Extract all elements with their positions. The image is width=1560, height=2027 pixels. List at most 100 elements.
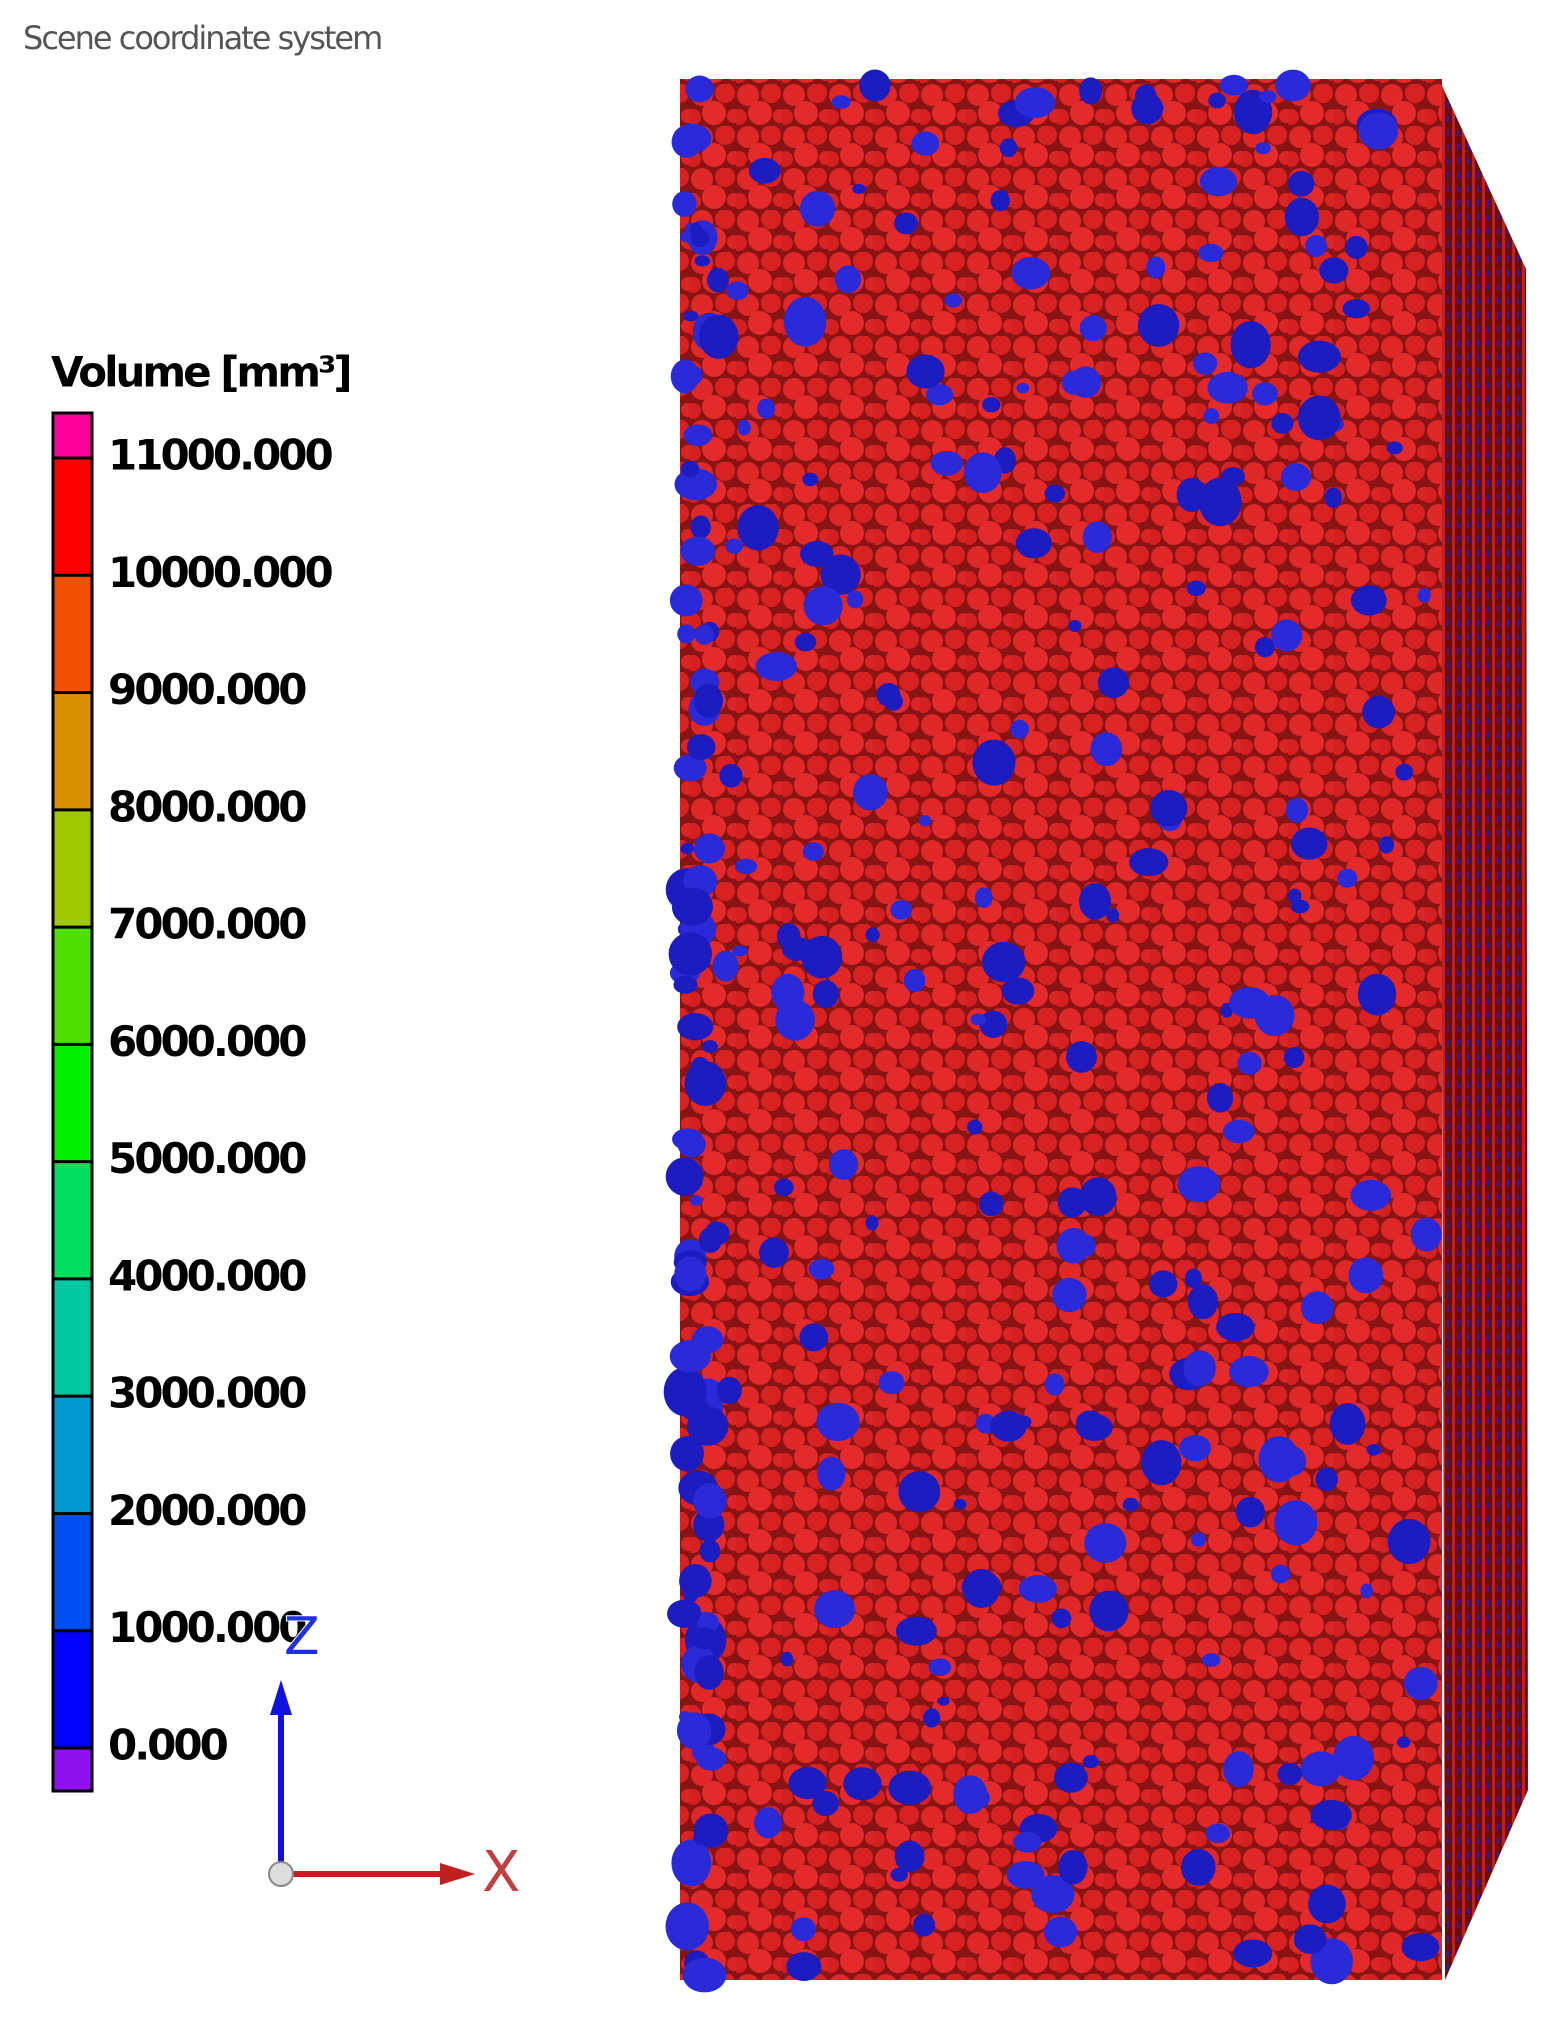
pore <box>808 1258 835 1280</box>
pore <box>999 138 1018 158</box>
pore <box>726 281 749 301</box>
pore <box>1350 1179 1392 1211</box>
window-title: Scene coordinate system <box>23 19 381 57</box>
tick-label: 1000.000 <box>108 1603 306 1652</box>
pore <box>716 1376 742 1405</box>
pore <box>1051 1608 1072 1629</box>
pore <box>788 1766 827 1800</box>
pore <box>1235 1496 1265 1528</box>
pore <box>677 624 696 644</box>
pore <box>1006 1861 1045 1889</box>
pore <box>890 900 913 920</box>
pore <box>1181 1848 1216 1886</box>
pore <box>672 191 697 217</box>
pore <box>1053 1762 1088 1793</box>
pore <box>800 540 834 567</box>
pore <box>1284 197 1320 237</box>
pore <box>701 1040 718 1053</box>
pore <box>1293 1924 1327 1954</box>
pore <box>982 397 1001 413</box>
pore <box>704 1221 730 1246</box>
pore <box>670 359 700 394</box>
legend-title: Volume [mm³] <box>51 348 350 397</box>
pore <box>1401 1932 1440 1962</box>
pore <box>1206 1082 1234 1113</box>
pore <box>1137 303 1180 347</box>
pore <box>890 1867 908 1882</box>
pore <box>1097 667 1130 699</box>
pore <box>672 1128 704 1151</box>
pore <box>753 1807 782 1839</box>
pore <box>665 1157 704 1196</box>
axis-triad: Z X <box>268 1606 520 1905</box>
pore <box>1044 484 1065 503</box>
pore <box>671 1839 712 1887</box>
pore <box>1254 636 1275 658</box>
pore-blobs <box>663 69 1442 1993</box>
pore <box>678 944 708 970</box>
pore <box>1387 1518 1431 1565</box>
pore <box>1271 413 1294 434</box>
pore <box>843 1767 882 1801</box>
pore <box>812 979 839 1009</box>
pore <box>803 586 843 626</box>
pore <box>1192 352 1218 375</box>
pore <box>1288 170 1315 197</box>
pore <box>1283 1046 1305 1069</box>
pore <box>1396 1736 1411 1748</box>
tick-label: 5000.000 <box>108 1134 306 1183</box>
color-segment <box>53 458 92 576</box>
tick-label: 6000.000 <box>108 1017 306 1066</box>
pore <box>820 554 861 595</box>
color-segment <box>53 809 92 928</box>
pore <box>1233 1939 1273 1968</box>
pore <box>693 1483 727 1519</box>
pore <box>1146 256 1166 279</box>
pore <box>1010 719 1029 739</box>
pore <box>696 1747 727 1771</box>
pore <box>685 75 714 103</box>
tick-label: 9000.000 <box>108 665 306 714</box>
pore <box>1013 1831 1042 1853</box>
pore <box>1300 1291 1334 1325</box>
pore <box>1079 77 1103 105</box>
pore <box>978 1191 1004 1217</box>
pore <box>794 632 817 652</box>
pore <box>1183 1350 1216 1387</box>
pore <box>690 229 710 247</box>
pore <box>878 1371 905 1395</box>
pore <box>1259 90 1277 103</box>
pore <box>1018 1575 1058 1603</box>
pore <box>678 1711 692 1723</box>
pore <box>1079 315 1107 342</box>
pore <box>799 190 836 227</box>
pore <box>831 95 851 109</box>
pore <box>719 763 743 788</box>
pore <box>694 1655 724 1690</box>
origin <box>268 1861 294 1887</box>
pore <box>732 945 748 957</box>
pore <box>906 354 945 389</box>
pore <box>817 1456 846 1491</box>
pore <box>884 692 903 711</box>
pore <box>669 1340 711 1373</box>
tick-label: 3000.000 <box>108 1369 306 1418</box>
pore <box>1011 256 1051 290</box>
pore <box>1281 463 1312 492</box>
pore <box>683 424 713 447</box>
color-segment <box>53 1630 92 1748</box>
tick-label: 0.000 <box>108 1721 228 1770</box>
pore <box>1201 1653 1221 1667</box>
pore <box>1360 1583 1373 1599</box>
pore <box>683 310 699 322</box>
pore <box>953 1498 967 1510</box>
pore <box>979 1010 1008 1038</box>
pore <box>814 1590 856 1629</box>
pore <box>967 1119 983 1135</box>
pore <box>1386 441 1403 455</box>
pore <box>671 126 703 158</box>
pore <box>1141 1440 1182 1486</box>
pore <box>699 1611 712 1627</box>
pore <box>1177 1166 1221 1203</box>
pore <box>802 472 819 487</box>
